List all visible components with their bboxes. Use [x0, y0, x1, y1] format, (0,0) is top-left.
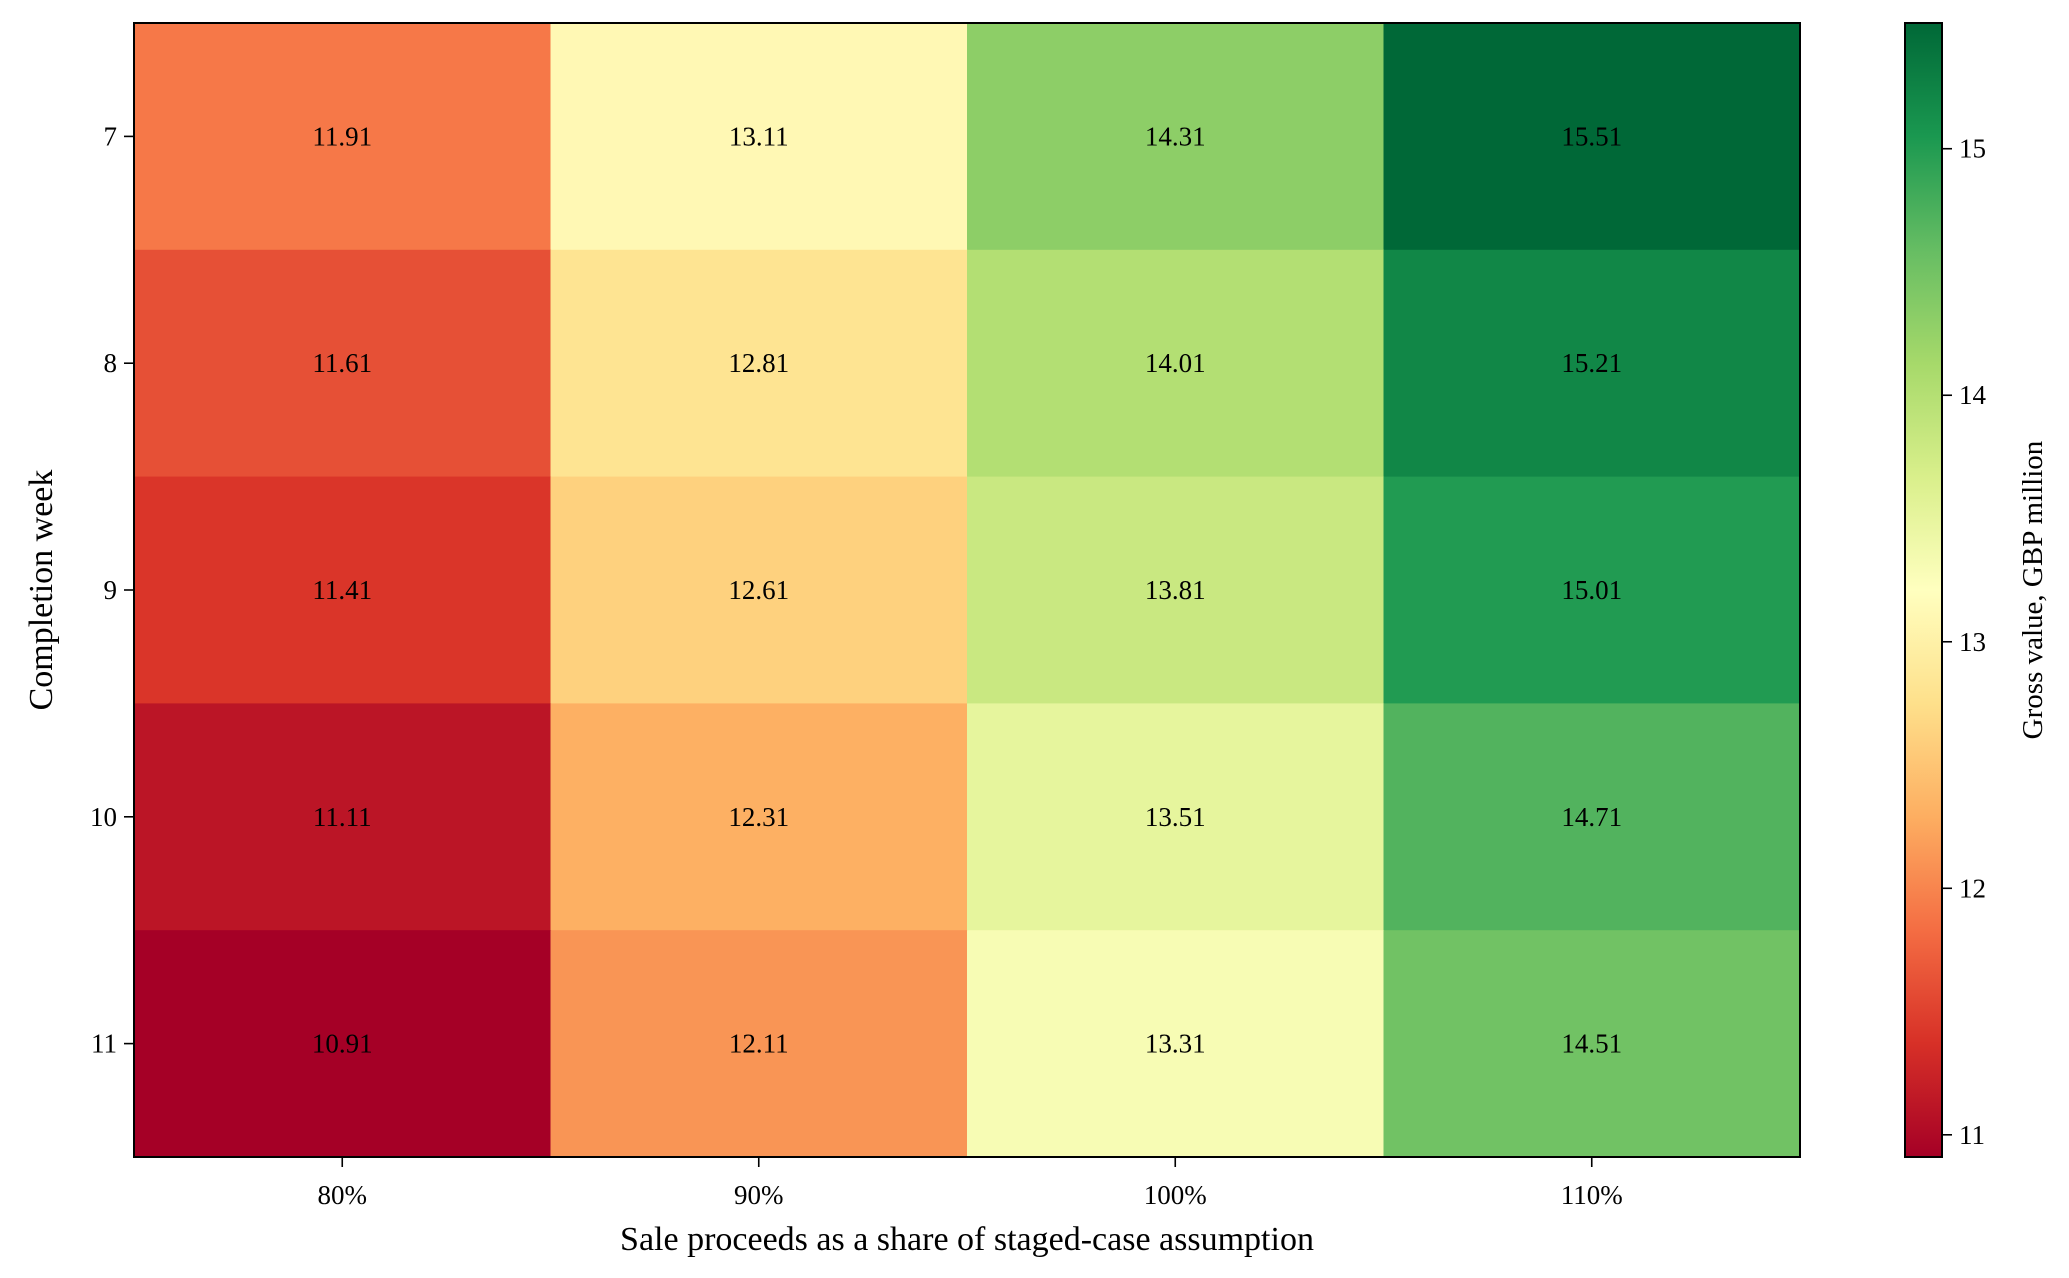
heatmap-cell: [1383, 930, 1801, 1158]
heatmap-cell: [550, 476, 968, 704]
cell-value-label: 10.91: [312, 1029, 373, 1059]
heatmap-cell: [134, 476, 552, 704]
colorbar-tick-label: 13: [1959, 627, 1986, 657]
y-tick-label: 7: [104, 121, 118, 151]
heatmap-cell: [134, 930, 552, 1158]
cell-value-label: 11.91: [312, 121, 372, 151]
heatmap-cell: [967, 703, 1385, 931]
cell-value-label: 15.51: [1561, 121, 1622, 151]
x-tick-label: 100%: [1144, 1180, 1207, 1210]
cell-value-label: 12.81: [728, 348, 789, 378]
heatmap-cell: [1383, 249, 1801, 478]
y-tick-label: 8: [104, 348, 118, 378]
cell-value-label: 12.11: [729, 1029, 789, 1059]
heatmap-cell: [1383, 703, 1801, 931]
cell-value-label: 13.11: [729, 121, 789, 151]
colorbar-gradient: [1904, 22, 1943, 1158]
heatmap-cell: [967, 930, 1385, 1158]
colorbar-ticks: 11 12 13 14 15: [1942, 134, 1987, 1150]
cell-value-label: 11.61: [312, 348, 372, 378]
cell-value-label: 15.21: [1561, 348, 1622, 378]
y-tick-label: 11: [91, 1029, 117, 1059]
y-tick-label: 10: [90, 802, 117, 832]
heatmap-cell: [550, 249, 968, 478]
heatmap-cell: [1383, 476, 1801, 704]
cell-value-label: 11.11: [313, 802, 372, 832]
heatmap-cell: [967, 23, 1385, 251]
cell-value-label: 12.31: [728, 802, 789, 832]
heatmap-cell: [550, 23, 968, 251]
heatmap-cell: [550, 703, 968, 931]
heatmap-cell: [134, 703, 552, 931]
colorbar-label: Gross value, GBP million: [2017, 440, 2049, 739]
y-axis-label: Completion week: [23, 470, 60, 711]
colorbar-tick-label: 14: [1959, 380, 1987, 410]
cell-value-label: 14.71: [1561, 802, 1622, 832]
x-tick-label: 80%: [318, 1180, 368, 1210]
colorbar-tick-label: 12: [1959, 873, 1986, 903]
cell-value-label: 13.51: [1145, 802, 1206, 832]
x-tick-label: 90%: [734, 1180, 784, 1210]
y-tick-label: 9: [104, 575, 118, 605]
heatmap-cell: [967, 476, 1385, 704]
cell-value-label: 12.61: [728, 575, 789, 605]
cell-value-label: 11.41: [312, 575, 372, 605]
colorbar-tick-label: 11: [1959, 1120, 1985, 1150]
cell-value-label: 13.31: [1145, 1029, 1206, 1059]
cell-value-label: 14.31: [1145, 121, 1206, 151]
heatmap-cell: [134, 23, 552, 251]
heatmap-cell: [1383, 23, 1801, 251]
x-tick-label: 110%: [1561, 1180, 1623, 1210]
y-axis-ticks: 7 8 9 10 11: [90, 121, 134, 1059]
x-axis-ticks: 80% 90% 100% 110%: [318, 1157, 1623, 1210]
colorbar-tick-label: 15: [1959, 134, 1986, 164]
heatmap-cells: [134, 23, 1801, 1158]
cell-value-labels: 11.91 13.11 14.31 15.51 11.61 12.81 14.01 15.21…: [312, 121, 1622, 1058]
x-axis-label: Sale proceeds as a share of staged-case …: [620, 1221, 1314, 1258]
cell-value-label: 15.01: [1561, 575, 1622, 605]
heatmap-cell: [134, 249, 552, 478]
cell-value-label: 14.51: [1561, 1029, 1622, 1059]
cell-value-label: 14.01: [1145, 348, 1206, 378]
heatmap-cell: [967, 249, 1385, 478]
cell-value-label: 13.81: [1145, 575, 1206, 605]
heatmap-cell: [550, 930, 968, 1158]
